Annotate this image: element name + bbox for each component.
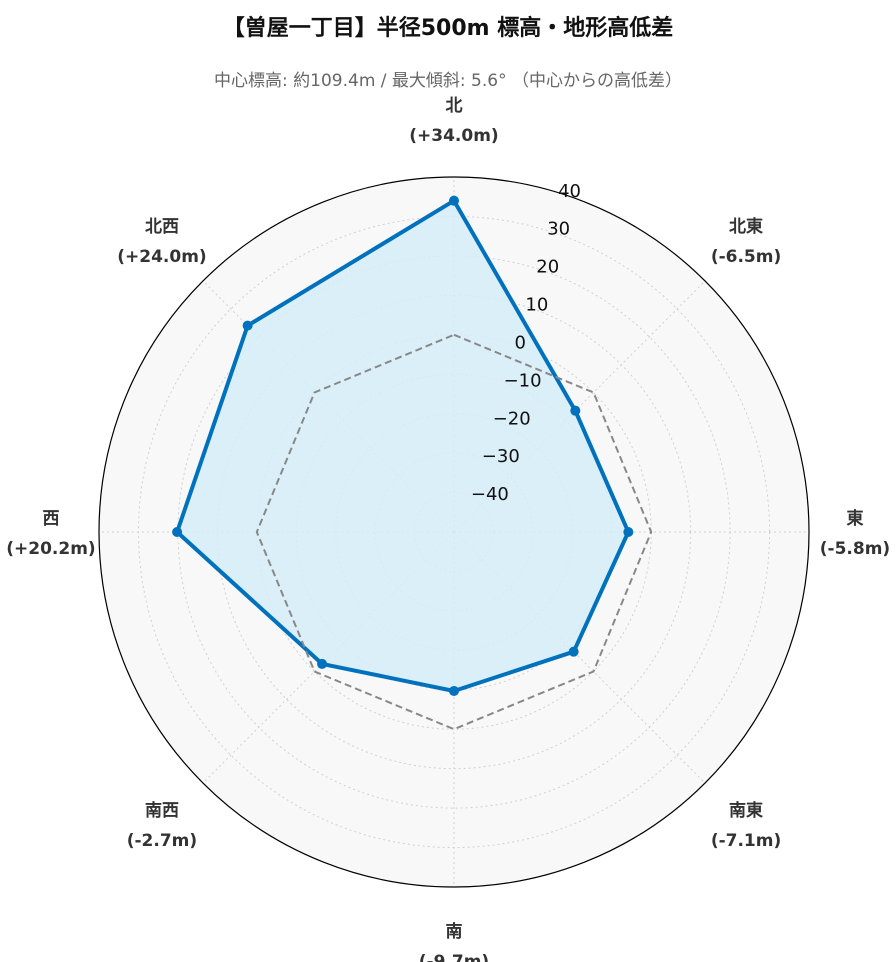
r-tick-label: −40 xyxy=(471,484,509,505)
series-point xyxy=(570,405,581,416)
direction-value-label: (-2.7m) xyxy=(127,831,197,851)
grid-spoke xyxy=(453,531,706,784)
r-tick-label: 30 xyxy=(547,219,570,240)
r-tick-label: 10 xyxy=(525,295,548,316)
direction-label: 南東 xyxy=(729,800,763,821)
direction-value-label: (-6.5m) xyxy=(711,247,781,267)
direction-value-label: (-9.7m) xyxy=(419,952,489,962)
chart-subtitle: 中心標高: 約109.4m / 最大傾斜: 5.6° （中心からの高低差） xyxy=(214,71,682,91)
series-point xyxy=(317,658,328,669)
direction-label: 西 xyxy=(43,509,60,529)
r-tick-label: −20 xyxy=(493,408,531,429)
direction-label: 南 xyxy=(446,921,463,942)
series-point xyxy=(623,527,634,537)
direction-value-label: (-7.1m) xyxy=(711,831,781,851)
series-point xyxy=(449,195,459,206)
series-point xyxy=(242,320,253,331)
direction-label: 南西 xyxy=(145,800,179,821)
series-point xyxy=(172,527,183,537)
direction-label: 北東 xyxy=(729,216,763,237)
r-tick-label: −30 xyxy=(482,446,520,467)
r-tick-label: 20 xyxy=(536,257,559,278)
r-tick-label: −10 xyxy=(504,370,542,391)
r-tick-label: 0 xyxy=(515,332,526,353)
reference-polygon xyxy=(255,333,653,731)
direction-value-label: (+20.2m) xyxy=(6,539,95,559)
direction-value-label: (-5.8m) xyxy=(820,539,890,559)
direction-label: 北西 xyxy=(145,217,179,237)
grid-spoke xyxy=(453,280,706,533)
series-point xyxy=(568,646,579,657)
grid-spoke xyxy=(202,531,455,784)
r-tick-label: 40 xyxy=(558,181,581,202)
direction-value-label: (+34.0m) xyxy=(409,126,498,146)
direction-label: 東 xyxy=(847,508,864,529)
chart-title: 【曽屋一丁目】半径500m 標高・地形高低差 xyxy=(222,16,674,41)
series-point xyxy=(449,685,459,696)
polar-frame xyxy=(98,176,810,888)
direction-value-label: (+24.0m) xyxy=(117,247,206,267)
series-area xyxy=(177,200,629,691)
direction-label: 北 xyxy=(446,96,463,116)
